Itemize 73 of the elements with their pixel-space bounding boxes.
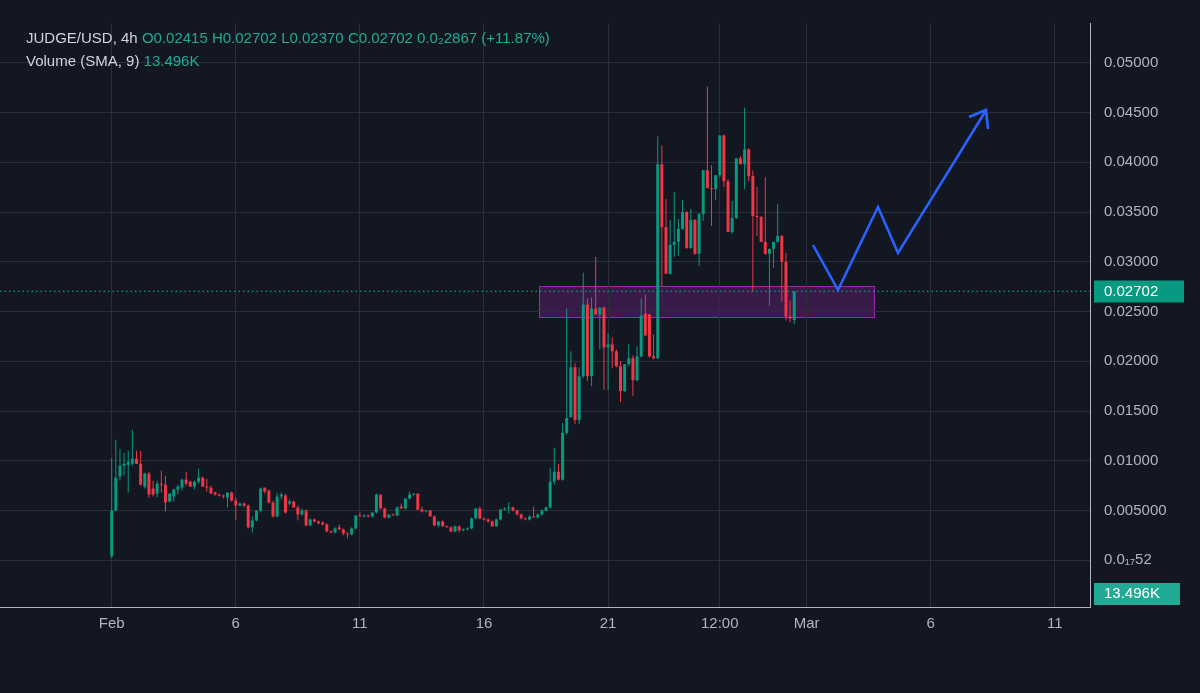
candlestick [234, 497, 238, 521]
candlestick [205, 478, 209, 493]
text: 13.496K [1104, 584, 1160, 602]
candlestick [635, 345, 639, 382]
x-tick-label: 12:00 [701, 614, 739, 632]
candlestick [246, 504, 250, 529]
candlestick [163, 475, 167, 512]
candlestick [238, 502, 242, 508]
candlestick [681, 199, 685, 231]
annotation: Volume (SMA, 9) [26, 52, 140, 69]
candlestick [565, 308, 569, 436]
candlestick [730, 200, 734, 235]
y-tick-label: 0.02500 [1104, 301, 1159, 319]
candlestick [151, 480, 155, 498]
candlestick [122, 452, 126, 477]
y-tick-label: 0.0₁₇52 [1104, 550, 1152, 568]
candlestick [424, 510, 428, 513]
x-tick-label: 6 [231, 614, 240, 632]
y-tick-label: 0.03500 [1104, 202, 1159, 220]
candlestick [213, 491, 217, 497]
candlestick [705, 86, 709, 189]
candlestick [159, 470, 163, 494]
candlestick [374, 493, 378, 514]
x-tick-label: Feb [98, 614, 125, 632]
candlestick [486, 517, 490, 523]
x-tick-label: Mar [793, 614, 820, 632]
chart-title: JUDGE/USD, 4h [26, 29, 138, 46]
candlestick [610, 336, 614, 369]
x-tick-label: 21 [599, 614, 617, 632]
candlestick [676, 218, 680, 257]
candlestick [358, 511, 362, 517]
candlestick [259, 487, 263, 513]
candlestick [763, 176, 767, 256]
chart-subtitle: O0.02415 H0.02702 L0.02370 C0.02702 0.0₂2867 (+11.87%) [141, 29, 550, 46]
candlestick [606, 332, 610, 391]
y-tick-label: 0.02000 [1104, 351, 1159, 369]
candlestick [598, 307, 602, 350]
y-tick-label: 0.01000 [1104, 450, 1159, 468]
x-tick-label: 6 [926, 614, 935, 632]
candlestick [130, 429, 134, 467]
candlestick [126, 450, 130, 494]
candlestick [275, 492, 279, 518]
annotation: 13.496K [143, 52, 200, 69]
y-tick-label: 0.04500 [1104, 102, 1159, 120]
candlestick [652, 333, 656, 360]
candlestick [772, 241, 776, 269]
candlestick [391, 512, 395, 516]
candlestick [552, 447, 556, 486]
candlestick [631, 354, 635, 397]
y-tick-label: 0.01500 [1104, 401, 1159, 419]
x-tick-label: 11 [352, 614, 368, 632]
candlestick [147, 471, 151, 499]
x-tick-label: 11 [1047, 614, 1063, 632]
ref-line-label: 0.02702 [1104, 281, 1159, 299]
candlestick [627, 343, 631, 367]
candlestick [710, 164, 713, 227]
candlestick [788, 300, 792, 323]
y-tick-label: 0.05000 [1104, 52, 1159, 70]
candlestick [283, 493, 287, 514]
candlestick [184, 471, 188, 487]
candlestick [672, 191, 676, 258]
candlestick [776, 203, 780, 244]
candlestick [118, 448, 122, 482]
candlestick [594, 256, 598, 315]
candlestick [242, 502, 246, 509]
candlestick [176, 484, 180, 496]
candlestick [714, 174, 718, 201]
y-tick-label: 0.03000 [1104, 251, 1159, 269]
y-tick-label: 0.005000 [1104, 500, 1167, 518]
candlestick [743, 107, 747, 190]
x-tick-label: 16 [475, 614, 493, 632]
y-tick-label: 0.04000 [1104, 152, 1159, 170]
candlestick [139, 450, 143, 487]
